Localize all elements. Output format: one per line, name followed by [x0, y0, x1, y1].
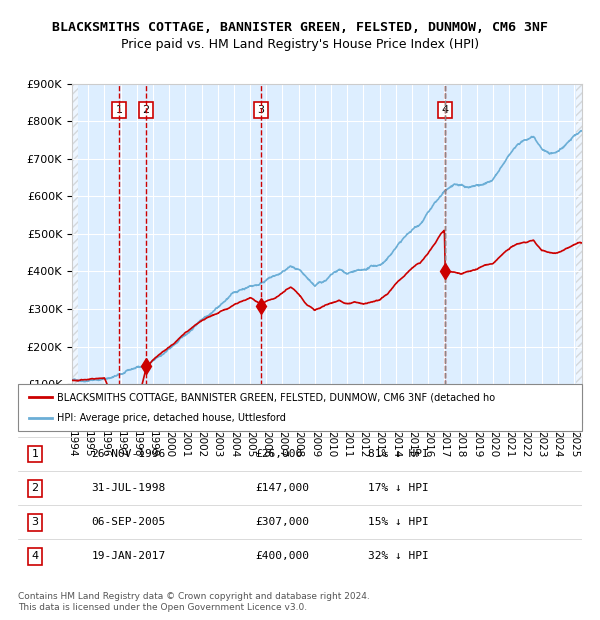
Text: BLACKSMITHS COTTAGE, BANNISTER GREEN, FELSTED, DUNMOW, CM6 3NF (detached ho: BLACKSMITHS COTTAGE, BANNISTER GREEN, FE…: [58, 392, 496, 402]
Text: 3: 3: [257, 105, 265, 115]
Text: 31-JUL-1998: 31-JUL-1998: [91, 483, 166, 494]
Text: £307,000: £307,000: [255, 517, 309, 528]
Text: BLACKSMITHS COTTAGE, BANNISTER GREEN, FELSTED, DUNMOW, CM6 3NF: BLACKSMITHS COTTAGE, BANNISTER GREEN, FE…: [52, 22, 548, 34]
FancyBboxPatch shape: [18, 384, 582, 431]
Text: 4: 4: [442, 105, 449, 115]
Text: 17% ↓ HPI: 17% ↓ HPI: [368, 483, 428, 494]
Text: 3: 3: [31, 517, 38, 528]
Text: 2: 2: [31, 483, 38, 494]
Text: Contains HM Land Registry data © Crown copyright and database right 2024.
This d: Contains HM Land Registry data © Crown c…: [18, 592, 370, 611]
Text: 1: 1: [115, 105, 122, 115]
Text: Price paid vs. HM Land Registry's House Price Index (HPI): Price paid vs. HM Land Registry's House …: [121, 38, 479, 51]
Text: 26-NOV-1996: 26-NOV-1996: [91, 449, 166, 459]
Text: 06-SEP-2005: 06-SEP-2005: [91, 517, 166, 528]
Text: 2: 2: [143, 105, 150, 115]
Text: 32% ↓ HPI: 32% ↓ HPI: [368, 551, 428, 562]
Text: £26,000: £26,000: [255, 449, 302, 459]
Text: 81% ↓ HPI: 81% ↓ HPI: [368, 449, 428, 459]
Text: £400,000: £400,000: [255, 551, 309, 562]
Text: 19-JAN-2017: 19-JAN-2017: [91, 551, 166, 562]
Text: £147,000: £147,000: [255, 483, 309, 494]
Text: 1: 1: [31, 449, 38, 459]
Text: HPI: Average price, detached house, Uttlesford: HPI: Average price, detached house, Uttl…: [58, 413, 286, 423]
Text: 4: 4: [31, 551, 38, 562]
Text: 15% ↓ HPI: 15% ↓ HPI: [368, 517, 428, 528]
